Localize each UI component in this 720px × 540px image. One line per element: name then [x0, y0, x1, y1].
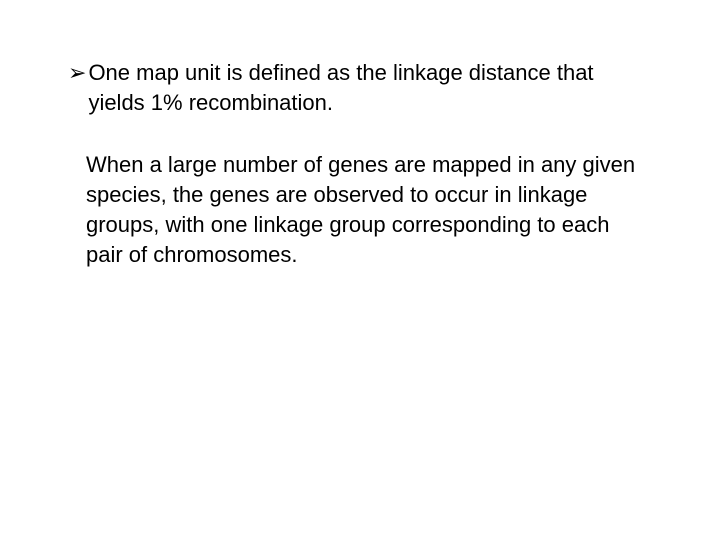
slide-content: ➢ One map unit is defined as the linkage… [68, 58, 652, 270]
bullet-text: One map unit is defined as the linkage d… [88, 58, 652, 118]
bullet-item: ➢ One map unit is defined as the linkage… [68, 58, 652, 118]
body-paragraph: When a large number of genes are mapped … [86, 150, 652, 270]
arrow-bullet-icon: ➢ [68, 58, 86, 88]
